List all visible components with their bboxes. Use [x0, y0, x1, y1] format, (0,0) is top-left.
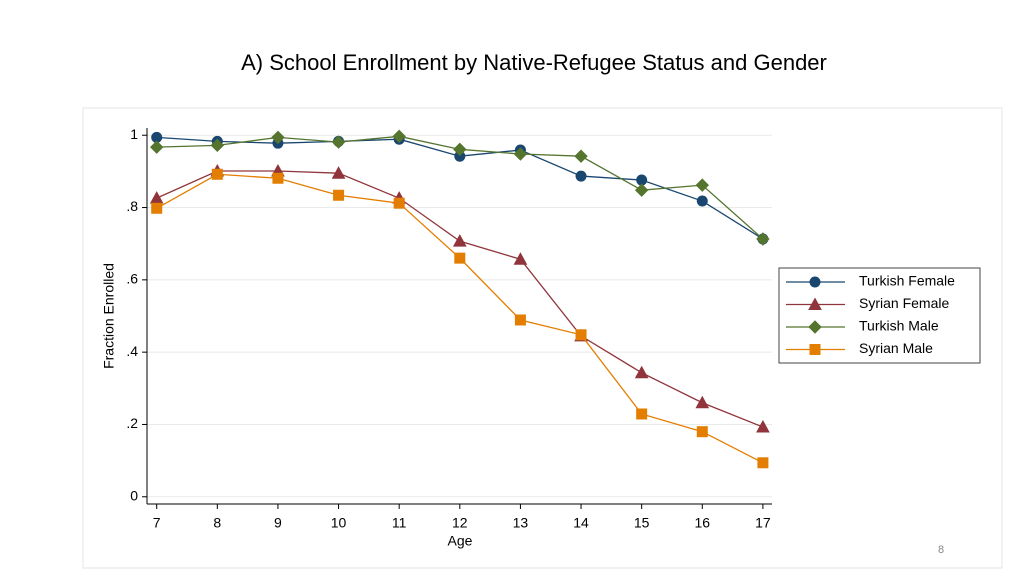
y-tick-label: 0: [130, 487, 138, 503]
x-tick-label: 8: [213, 515, 221, 531]
data-point: [756, 232, 770, 246]
x-tick-label: 15: [634, 515, 650, 531]
data-point: [151, 202, 163, 214]
data-point: [513, 147, 528, 161]
y-tick-label: .6: [126, 271, 138, 287]
data-point: [513, 252, 528, 265]
slide-number: 8: [938, 544, 944, 556]
data-point: [696, 195, 708, 207]
x-tick-label: 9: [274, 515, 282, 531]
y-tick-label: .2: [126, 415, 138, 431]
data-point: [696, 426, 708, 438]
y-axis-label: Fraction Enrolled: [101, 263, 117, 369]
legend-label: Syrian Male: [859, 340, 933, 356]
x-tick-label: 7: [153, 515, 161, 531]
legend-label: Turkish Female: [859, 273, 955, 289]
x-axis-label: Age: [448, 533, 473, 549]
data-point: [756, 419, 770, 433]
x-tick-label: 11: [392, 515, 407, 531]
y-tick-label: .8: [126, 198, 138, 214]
x-tick-label: 14: [573, 515, 589, 531]
data-point: [452, 234, 467, 247]
data-point: [331, 135, 346, 149]
legend-marker: [809, 344, 821, 355]
data-point: [695, 395, 710, 409]
legend-label: Turkish Male: [859, 318, 939, 334]
data-point: [392, 129, 406, 144]
legend-marker: [809, 276, 821, 288]
legend-label: Syrian Female: [859, 295, 949, 311]
data-point: [757, 457, 769, 469]
data-point: [636, 408, 648, 420]
x-tick-label: 16: [694, 515, 710, 531]
x-tick-label: 10: [331, 515, 347, 531]
data-point: [331, 166, 346, 179]
data-point: [575, 170, 587, 182]
data-point: [454, 252, 466, 264]
data-point: [393, 197, 405, 209]
data-point: [272, 172, 284, 184]
x-tick-label: 13: [513, 515, 529, 531]
data-point: [210, 138, 225, 153]
data-point: [695, 178, 709, 192]
data-point: [211, 168, 223, 180]
data-point: [271, 130, 285, 145]
data-point: [453, 142, 467, 157]
legend-marker: [808, 320, 822, 334]
x-tick-label: 12: [452, 515, 468, 531]
data-point: [574, 149, 588, 163]
data-point: [149, 140, 164, 154]
chart-title: A) School Enrollment by Native-Refugee S…: [241, 50, 827, 75]
y-tick-label: .4: [126, 343, 138, 359]
legend-marker: [808, 297, 822, 310]
x-tick-label: 17: [755, 515, 771, 531]
data-point: [514, 314, 526, 326]
data-point: [634, 365, 649, 379]
data-point: [575, 329, 587, 341]
y-tick-label: 1: [130, 126, 138, 142]
data-point: [333, 189, 345, 201]
data-point: [634, 183, 649, 197]
